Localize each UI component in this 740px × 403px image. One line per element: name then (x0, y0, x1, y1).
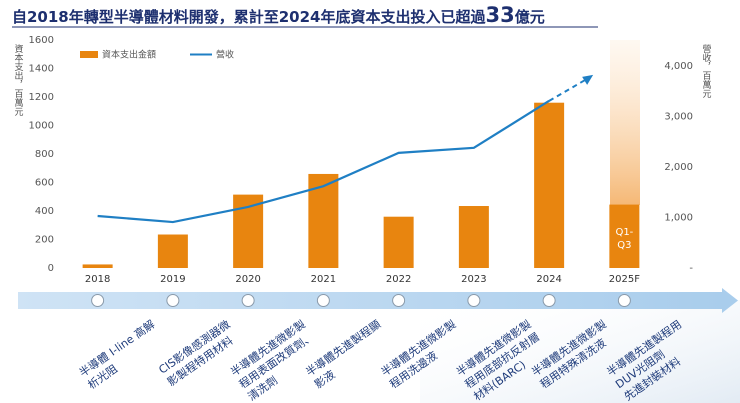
x-tick-label: 2018 (85, 274, 110, 285)
bar (609, 204, 640, 268)
timeline-dot (241, 294, 255, 307)
y2-axis-label: 營收，百萬元 (701, 43, 712, 99)
forecast-glow (610, 40, 640, 205)
y2-tick-label: 2,000 (664, 162, 693, 173)
timeline-dot (542, 294, 556, 307)
title-highlight: 33 (486, 3, 515, 27)
y2-tick-label: 1,000 (664, 213, 693, 224)
y-tick-label: 1000 (29, 121, 54, 132)
x-tick-label: 2025F (609, 274, 640, 285)
bar (157, 234, 188, 268)
bar (82, 264, 113, 268)
x-tick-label: 2024 (536, 274, 561, 285)
y-tick-label: 200 (35, 235, 54, 246)
legend-label: 資本支出金額 (102, 49, 156, 61)
timeline-dot (467, 294, 481, 307)
timeline-dot (392, 294, 406, 307)
timeline (18, 292, 722, 309)
bar-annotation: Q1- (615, 227, 633, 238)
x-tick-label: 2022 (386, 274, 411, 285)
bar (458, 206, 489, 268)
bar-annotation: Q3 (617, 240, 631, 251)
bar (534, 102, 565, 268)
timeline-dot (166, 294, 180, 307)
x-tick-label: 2021 (311, 274, 336, 285)
y-tick-label: 800 (35, 149, 54, 160)
timeline-dot (316, 294, 330, 307)
title-text: 億元 (515, 8, 545, 26)
legend-label: 營收 (216, 49, 234, 61)
title-text: 自2018年轉型半導體材料開發，累計至2024年底資本支出投入已超過 (12, 8, 486, 26)
y-tick-label: 400 (35, 206, 54, 217)
timeline-dot (91, 294, 105, 307)
line (97, 99, 550, 224)
legend-swatch (80, 51, 98, 58)
background-fade (420, 300, 740, 403)
x-tick-label: 2020 (235, 274, 260, 285)
y2-tick-label: 4,000 (664, 61, 693, 72)
timeline-arrow (722, 288, 738, 313)
y-tick-label: 1200 (29, 92, 54, 103)
milestone-text: 半導體先進製程顯 (303, 317, 383, 379)
x-tick-label: 2019 (160, 274, 185, 285)
y-tick-label: 600 (35, 178, 54, 189)
y-tick-label: 1600 (29, 35, 54, 46)
y-axis-label: 資本支出，百萬元 (13, 43, 24, 117)
y2-tick-label: 3,000 (664, 112, 693, 123)
bar (233, 194, 264, 268)
forecast-arrowhead (582, 74, 594, 85)
y-tick-label: 0 (48, 263, 54, 274)
timeline-dot (617, 294, 631, 307)
forecast-arrow (548, 77, 588, 102)
x-tick-label: 2023 (461, 274, 486, 285)
bar (383, 216, 414, 268)
y2-tick-label: - (689, 263, 693, 274)
chart-title: 自2018年轉型半導體材料開發，累計至2024年底資本支出投入已超過33億元 (12, 3, 545, 27)
y-tick-label: 1400 (29, 64, 54, 75)
